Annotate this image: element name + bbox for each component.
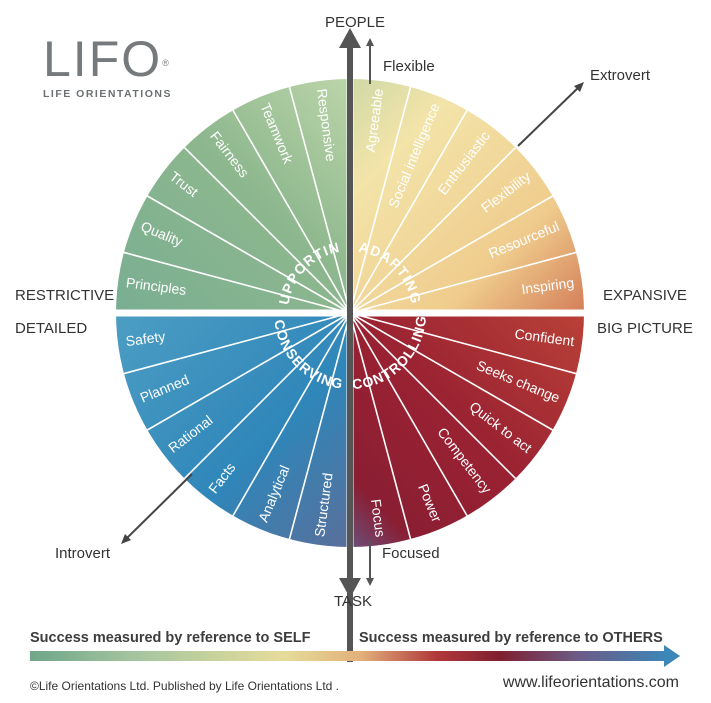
spoke-divider	[349, 312, 577, 375]
success-self-label: Success measured by reference to SELF	[30, 630, 311, 646]
axis-detailed: DETAILED	[15, 320, 88, 337]
people-task-axis	[339, 28, 374, 662]
registered-mark: ®	[162, 58, 171, 68]
spoke-divider	[349, 312, 554, 431]
focused-arrow-icon	[366, 578, 374, 586]
trait-label: Safety	[125, 328, 166, 349]
task-arrow-icon	[339, 578, 361, 598]
spoke-divider	[232, 109, 351, 314]
copyright-text: ©Life Orientations Ltd. Published by Lif…	[30, 679, 340, 693]
trait-label: Confident	[514, 325, 576, 349]
axis-restrictive: RESTRICTIVE	[15, 287, 115, 304]
logo-word: LIFO®	[43, 34, 172, 84]
trait-label: Principles	[125, 274, 187, 298]
spoke-divider	[183, 146, 351, 314]
spoke-divider	[349, 86, 412, 314]
self-others-gradient-bar	[30, 651, 666, 661]
spoke-divider	[146, 312, 351, 431]
people-arrow-icon	[339, 28, 361, 48]
axis-expansive: EXPANSIVE	[603, 287, 687, 304]
spoke-divider	[146, 195, 351, 314]
axis-focused: Focused	[382, 545, 440, 562]
spoke-divider	[232, 312, 351, 517]
extrovert-line	[517, 85, 581, 147]
spoke-divider	[349, 312, 468, 517]
lifo-logo: LIFO® LIFE ORIENTATIONS	[43, 34, 172, 100]
spoke-divider	[349, 312, 517, 480]
axis-introvert: Introvert	[55, 545, 111, 562]
gradient-arrow-icon	[664, 645, 680, 667]
success-others-label: Success measured by reference to OTHERS	[359, 630, 663, 646]
introvert-arrow-icon	[121, 534, 131, 544]
axis-big-picture: BIG PICTURE	[597, 320, 693, 337]
axis-flexible: Flexible	[383, 58, 435, 75]
extrovert-introvert-axis	[121, 82, 584, 544]
spoke-divider	[349, 146, 517, 314]
axis-people: PEOPLE	[325, 14, 386, 31]
spoke-divider	[349, 109, 468, 314]
spoke-divider	[183, 312, 351, 480]
logo-subtitle: LIFE ORIENTATIONS	[43, 88, 172, 100]
logo-text: LIFO	[43, 31, 163, 87]
introvert-line	[124, 473, 193, 541]
extrovert-arrow-icon	[574, 82, 584, 92]
spoke-divider	[288, 312, 351, 540]
spoke-divider	[123, 312, 351, 375]
trait-label: Inspiring	[520, 274, 575, 297]
flexible-arrow-icon	[366, 38, 374, 46]
trait-label: Focus	[368, 498, 389, 538]
axis-extrovert: Extrovert	[590, 67, 651, 84]
website-url: www.lifeorientations.com	[502, 674, 679, 691]
spoke-divider	[349, 251, 577, 314]
spoke-divider	[349, 195, 554, 314]
spoke-divider	[288, 86, 351, 314]
axis-task: TASK	[334, 593, 373, 610]
spoke-divider	[123, 251, 351, 314]
spoke-divider	[349, 312, 412, 540]
vertical-axis-bar	[347, 42, 353, 662]
